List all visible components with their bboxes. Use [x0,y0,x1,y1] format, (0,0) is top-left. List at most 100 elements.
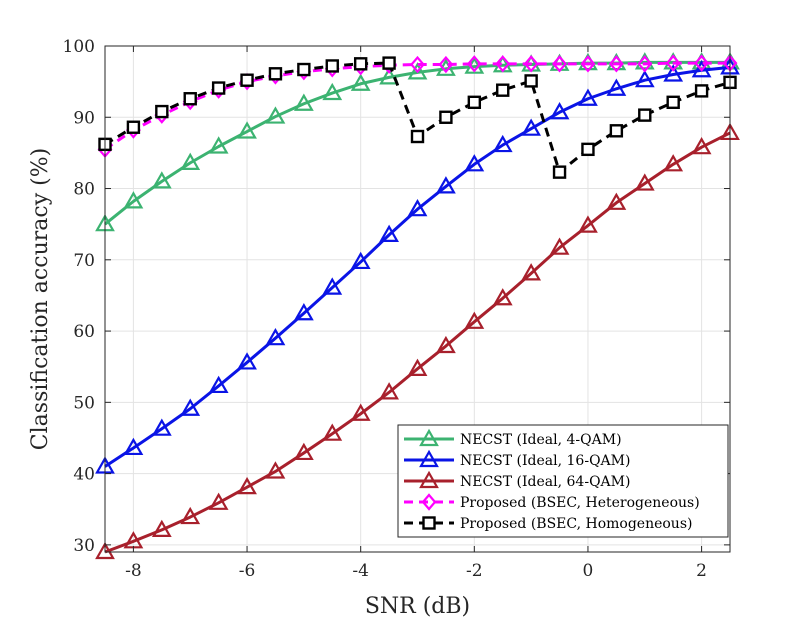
data-point [180,152,201,170]
data-point [180,506,201,525]
data-point [638,108,652,122]
data-point [265,327,286,346]
data-point [552,55,567,73]
x-axis-label: SNR (dB) [365,594,470,619]
data-point [382,56,396,70]
data-point [436,335,456,354]
data-point [237,121,257,139]
data-point [694,84,709,98]
y-tick-label: 40 [73,465,95,485]
data-point [123,437,144,456]
y-tick-label: 100 [63,37,95,57]
data-point [552,165,567,179]
data-point [240,73,254,87]
data-point [353,57,368,71]
data-point [524,74,538,88]
data-point [208,492,229,510]
data-point [608,55,624,73]
data-point [379,224,399,242]
data-point [379,67,399,85]
plot-frame [104,45,731,553]
legend: NECST (Ideal, 4-QAM) NECST (Ideal, 16-QAM… [397,424,729,538]
series-line [104,131,731,554]
data-point [151,171,172,189]
legend-marker [419,449,439,468]
data-point [606,192,627,210]
data-point [464,154,485,172]
data-point [322,423,343,441]
data-point [634,69,655,88]
data-point [265,461,286,479]
data-point [578,88,598,106]
y-tick-label: 30 [73,536,95,556]
data-point [325,59,339,73]
data-point [580,55,596,73]
legend-label: Proposed (BSEC, Homogeneous) [460,516,692,532]
data-point [211,81,226,95]
legend-marker [421,493,437,511]
data-point [663,64,684,82]
data-point [495,55,511,73]
data-point [609,124,624,138]
series-3 [95,122,740,560]
data-point [293,93,314,111]
data-point [496,83,510,97]
data-point [350,403,371,421]
data-point [665,54,681,72]
data-point [123,191,144,209]
y-tick-label: 50 [73,393,95,413]
data-point [521,263,542,281]
data-point [322,82,343,101]
series-2 [95,57,740,474]
legend-label: NECST (Ideal, 64-QAM) [460,474,630,490]
legend-label: NECST (Ideal, 16-QAM) [460,453,630,469]
data-point [691,136,712,155]
x-tick-label: 2 [696,561,707,581]
data-point [410,55,425,74]
data-point [208,375,229,394]
x-tick-label: -6 [239,561,256,581]
data-point [297,62,311,77]
y-axis-label: Classification accuracy (%) [28,148,53,450]
data-point [637,55,653,73]
data-point [606,78,627,96]
data-point [183,92,197,106]
y-tick-label: 90 [73,108,95,128]
data-point [155,104,169,119]
data-point [523,55,539,73]
data-point [666,95,680,110]
x-tick-label: -4 [352,561,369,581]
data-point [151,519,172,538]
data-point [521,118,542,136]
data-point [549,102,570,120]
data-point [663,154,684,172]
data-point [492,134,513,153]
data-point [578,215,598,233]
data-point [438,55,454,74]
data-point [350,73,371,91]
data-point [410,129,425,144]
data-point [293,442,314,461]
data-point [95,541,115,560]
data-point [265,106,286,124]
legend-label: Proposed (BSEC, Heterogeneous) [460,495,700,511]
y-tick-label: 80 [73,180,95,200]
legend-marker [422,516,436,530]
data-point [350,251,371,270]
data-point [407,62,428,80]
data-point [268,67,283,81]
series-layer [95,52,740,560]
data-point [694,54,710,72]
legend-marker [419,428,439,447]
data-point [634,173,655,191]
y-tick-label: 60 [73,322,95,342]
data-point [237,352,257,370]
series-5 [98,56,737,179]
x-tick-label: -2 [466,561,483,581]
data-point [407,358,428,376]
data-point [439,110,453,124]
data-point [407,198,428,217]
data-point [549,237,570,255]
data-point [581,142,595,157]
